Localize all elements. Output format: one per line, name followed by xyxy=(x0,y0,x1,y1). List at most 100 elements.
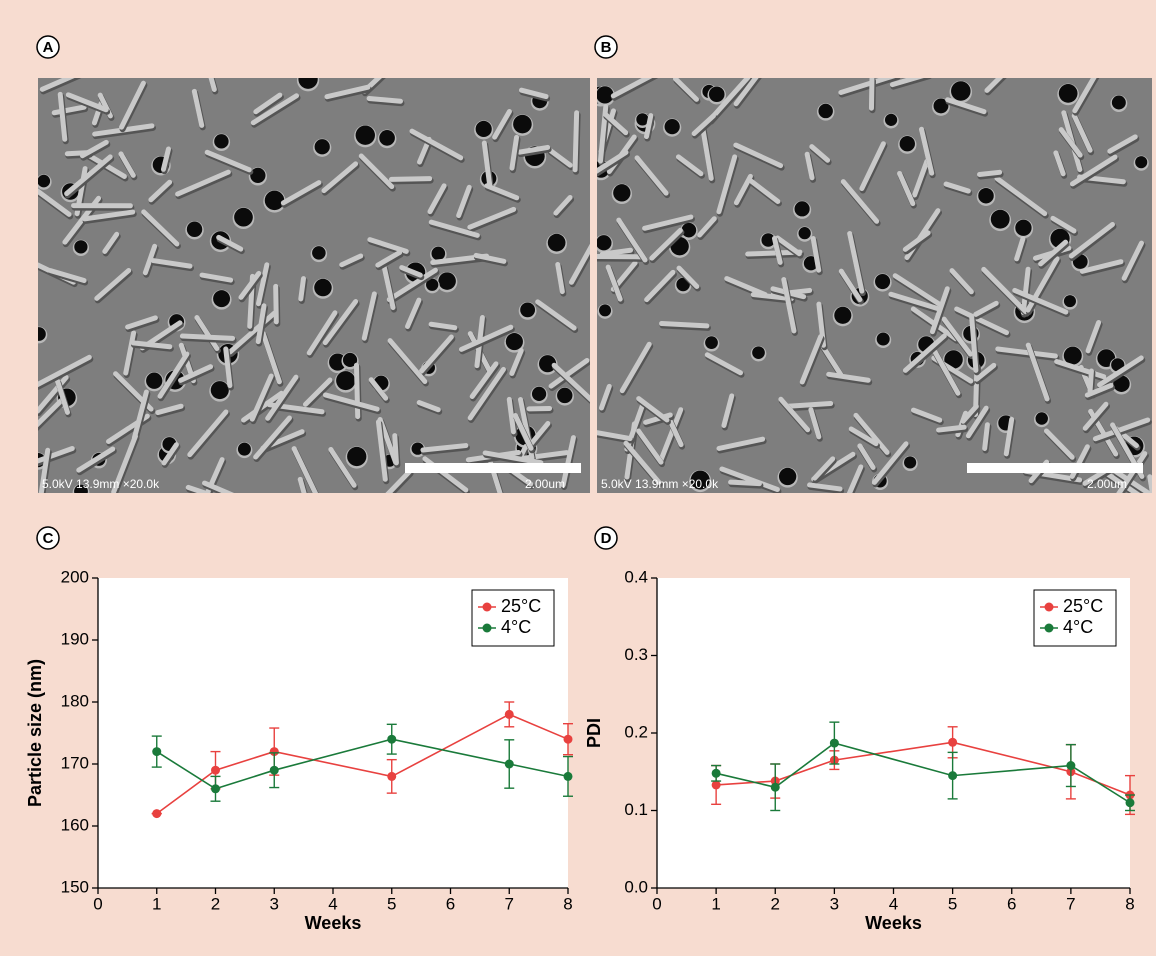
rod xyxy=(636,428,664,465)
rod xyxy=(597,430,633,442)
pore xyxy=(438,272,456,290)
rod xyxy=(969,314,979,373)
x-tick-label: 5 xyxy=(387,894,396,913)
rod xyxy=(929,286,950,335)
letter-circle xyxy=(36,35,60,59)
pore xyxy=(1058,84,1078,103)
rod xyxy=(902,230,931,252)
rod xyxy=(733,78,759,107)
rod xyxy=(1014,236,1026,262)
x-tick-label: 5 xyxy=(948,894,957,913)
rod xyxy=(569,243,590,285)
legend-label: 25°C xyxy=(501,596,541,616)
rod xyxy=(160,146,171,172)
pore xyxy=(613,184,631,202)
scale-bar xyxy=(405,463,581,473)
pore xyxy=(705,336,718,350)
rod xyxy=(1071,113,1093,153)
rod xyxy=(848,426,879,447)
rod xyxy=(733,142,784,169)
pore xyxy=(1111,95,1126,110)
y-tick-label: 150 xyxy=(61,877,89,896)
x-tick-label: 6 xyxy=(446,894,455,913)
rod xyxy=(428,321,458,331)
rod xyxy=(467,366,506,421)
pore xyxy=(250,167,266,184)
letter-circle xyxy=(36,526,60,550)
rod xyxy=(253,92,283,115)
rod xyxy=(812,456,836,481)
rod xyxy=(945,97,987,115)
panel-letter: C xyxy=(43,530,54,547)
rod xyxy=(610,78,653,99)
rod xyxy=(547,147,573,168)
rod xyxy=(778,396,811,433)
rod xyxy=(216,234,244,252)
rod xyxy=(644,269,676,303)
point xyxy=(504,759,514,769)
pore xyxy=(933,98,949,114)
pore xyxy=(186,221,203,237)
pore xyxy=(347,446,367,467)
pore xyxy=(1113,375,1130,392)
x-tick-label: 1 xyxy=(152,894,161,913)
rod xyxy=(941,316,973,357)
pore xyxy=(798,227,811,240)
rod xyxy=(1097,355,1144,388)
pore xyxy=(899,136,915,152)
point xyxy=(770,782,780,792)
y-tick-label: 0.4 xyxy=(624,567,648,586)
pore xyxy=(818,103,833,119)
legend-marker xyxy=(482,623,492,633)
pore xyxy=(597,86,614,104)
rod xyxy=(297,476,307,493)
pore xyxy=(547,233,566,252)
pore xyxy=(876,332,890,346)
pore xyxy=(342,352,358,368)
rod xyxy=(597,149,629,174)
rod xyxy=(1113,469,1152,493)
rod xyxy=(1092,417,1151,442)
rod xyxy=(704,352,744,376)
rod xyxy=(469,361,499,400)
rod xyxy=(1068,222,1115,259)
x-tick-label: 0 xyxy=(652,894,661,913)
rod xyxy=(79,139,109,159)
rod xyxy=(458,324,514,352)
rod xyxy=(871,441,909,485)
pore xyxy=(978,187,994,204)
letter-circle xyxy=(594,35,618,59)
pore xyxy=(990,209,1010,229)
rod xyxy=(512,413,534,451)
rod xyxy=(175,169,231,197)
rod xyxy=(428,219,480,238)
pore xyxy=(312,246,326,260)
point xyxy=(152,747,162,757)
rod xyxy=(118,151,136,178)
rod xyxy=(699,123,714,181)
rod xyxy=(634,155,669,196)
x-tick-label: 2 xyxy=(771,894,780,913)
rod xyxy=(1082,401,1109,431)
rod xyxy=(707,78,751,123)
rod xyxy=(807,482,843,492)
rod xyxy=(39,78,75,92)
pore xyxy=(1063,346,1082,365)
pore xyxy=(875,273,891,290)
rod xyxy=(509,348,524,376)
sem-image: 2.00um 5.0kV 13.9mm ×20.0k xyxy=(597,78,1152,493)
rod xyxy=(387,338,428,384)
rod xyxy=(994,175,1048,217)
rod xyxy=(598,383,612,411)
rod xyxy=(1072,78,1097,114)
pore xyxy=(314,139,330,155)
pore xyxy=(676,277,690,292)
sem-content: 2.00um 5.0kV 13.9mm ×20.0k xyxy=(38,78,590,493)
legend-box xyxy=(1033,589,1117,647)
rod xyxy=(260,330,282,385)
rod xyxy=(889,78,924,88)
point xyxy=(387,771,397,781)
legend-box xyxy=(471,589,555,647)
x-tick-label: 6 xyxy=(1007,894,1016,913)
sem-image: 2.00um 5.0kV 13.9mm ×20.0k xyxy=(38,78,590,493)
